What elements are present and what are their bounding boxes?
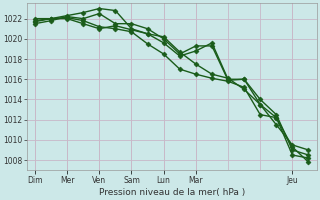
X-axis label: Pression niveau de la mer( hPa ): Pression niveau de la mer( hPa ) — [99, 188, 245, 197]
